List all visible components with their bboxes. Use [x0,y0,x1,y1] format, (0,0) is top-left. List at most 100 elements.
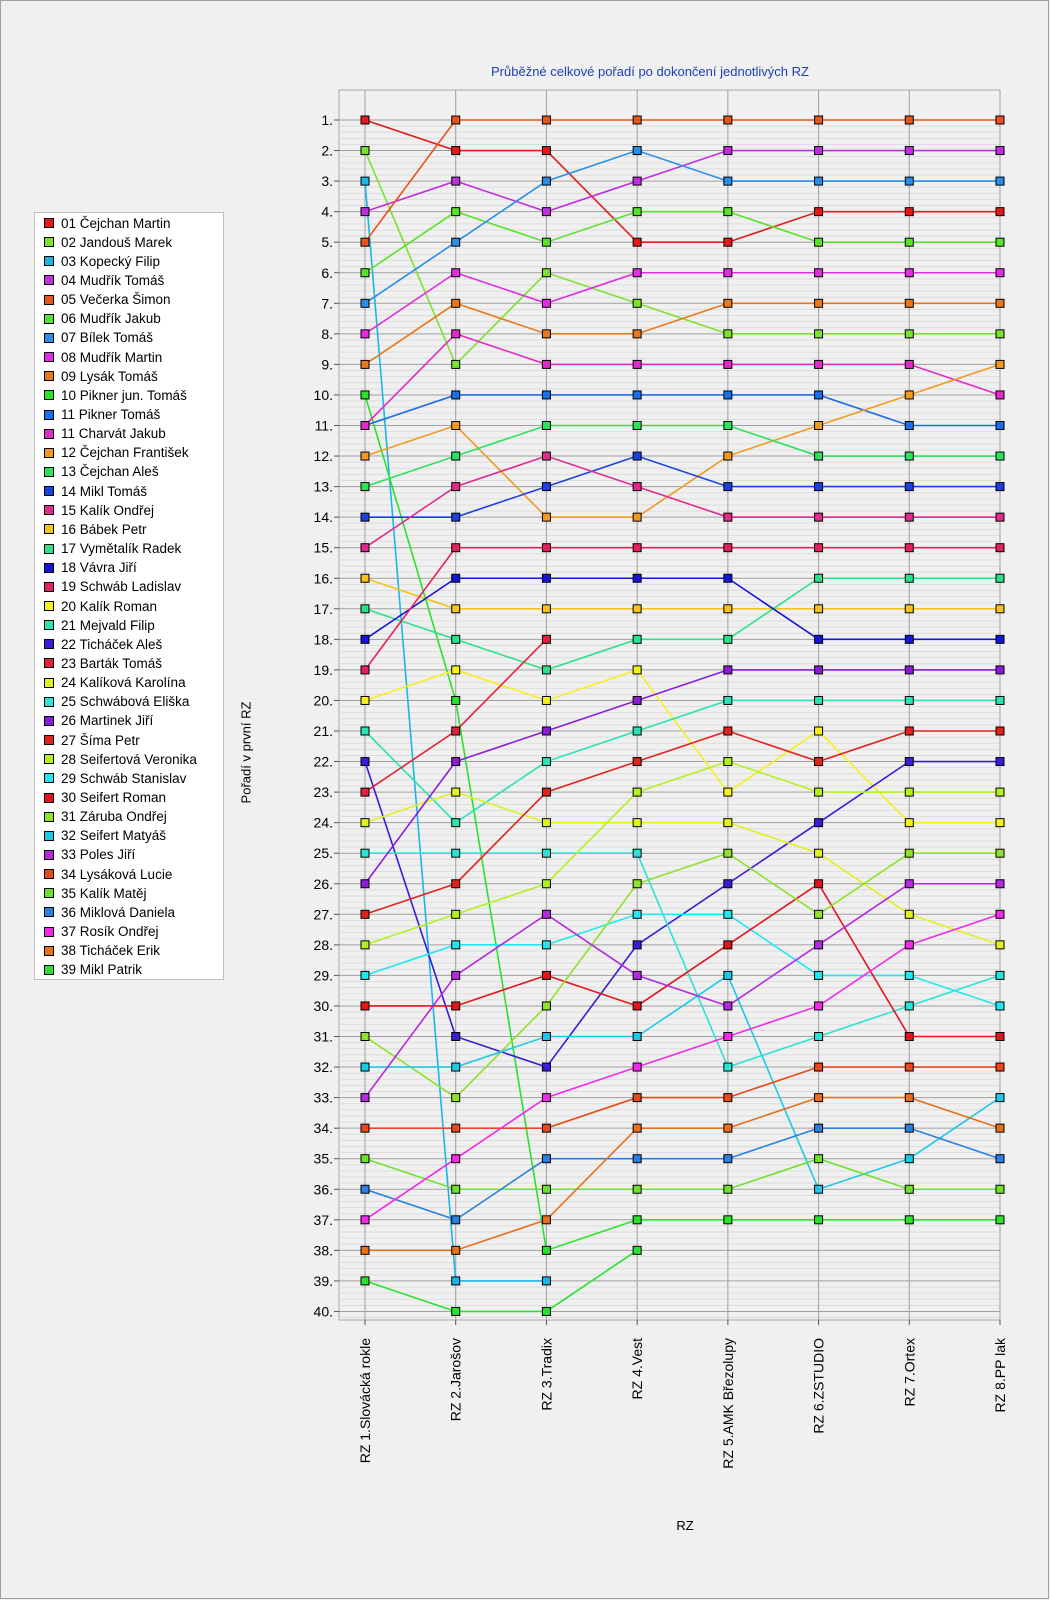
data-point [904,818,914,828]
data-point [904,146,914,156]
legend-label: 18 Vávra Jiří [61,560,137,576]
legend-label: 07 Bílek Tomáš [61,330,154,346]
data-point [904,451,914,461]
data-point [904,421,914,430]
data-point [904,879,914,889]
data-point [632,115,642,125]
y-tick-label: 4. [321,204,333,220]
y-tick-label: 3. [321,173,333,189]
y-tick-label: 15. [314,540,333,556]
data-point [360,482,370,492]
data-point [723,176,733,186]
data-point [632,1245,642,1255]
data-point [814,421,824,430]
legend-label: 05 Večerka Šimon [61,292,171,308]
data-point [904,329,914,339]
y-tick-label: 6. [321,265,333,281]
data-point [360,970,370,980]
data-point [451,176,461,186]
legend-item: 35 Kalík Matěj [41,884,147,902]
legend-label: 24 Kalíková Karolína [61,675,186,691]
series-line [365,1066,1000,1129]
data-point [541,604,551,614]
series-line [364,913,1001,1221]
legend-swatch [44,581,54,592]
y-tick-label: 29. [314,967,333,983]
data-point [360,573,370,583]
data-point [360,787,370,797]
legend-label: 13 Čejchan Aleš [61,464,159,480]
legend-item: 28 Seifertová Veronika [41,750,197,768]
data-point [723,207,733,217]
data-point [541,1062,551,1072]
legend-item: 10 Pikner jun. Tomáš [41,386,187,404]
data-point [632,329,642,339]
data-point [451,1032,461,1041]
data-point [632,298,642,308]
data-point [632,1154,642,1164]
y-tick-label: 16. [314,570,333,586]
data-point [451,665,461,675]
data-point [723,237,733,247]
data-point [723,115,733,125]
data-point [541,451,551,461]
series-line [364,119,1000,243]
data-point [451,115,461,125]
series-line [364,791,1001,946]
data-point [360,512,370,522]
data-point [451,1184,461,1194]
series-line [364,730,1000,916]
data-point [904,359,914,369]
data-point [904,207,914,217]
data-point [904,757,914,767]
legend-swatch [44,409,54,420]
data-point [632,207,642,217]
legend-swatch [44,486,54,497]
data-point [451,909,461,919]
legend-swatch [44,601,54,611]
legend-swatch [44,352,54,363]
legend-item: 32 Seifert Matyáš [41,827,166,845]
data-point [451,604,461,614]
legend-swatch [44,620,54,631]
series-line [364,913,1001,1007]
data-point [632,940,642,950]
series-line [364,271,1000,335]
legend-item: 29 Schwáb Stanislav [41,769,186,787]
data-point [904,787,914,797]
data-point [723,909,733,919]
data-point [814,634,824,644]
data-point [904,115,914,125]
data-point [814,390,824,400]
data-point [451,1215,461,1225]
legend-swatch [44,447,54,458]
data-point [723,1123,733,1133]
legend-swatch [44,926,54,937]
series-line [364,119,1000,243]
legend-item: 22 Ticháček Aleš [41,635,162,653]
legend-swatch [44,466,54,477]
data-point [995,543,1005,553]
series-line [364,577,1000,671]
data-point [814,482,824,492]
data-point [904,940,914,950]
data-point [904,726,914,736]
data-point [541,970,551,980]
data-point [904,634,914,644]
data-point [904,1123,914,1133]
legend-swatch [44,332,54,343]
legend-label: 27 Šíma Petr [61,732,140,748]
data-point [451,237,461,247]
y-tick-label: 12. [314,448,333,464]
data-point [904,604,914,614]
series-line [364,852,1000,1099]
data-point [360,726,370,736]
data-point [723,146,733,156]
data-point [632,909,642,919]
x-tick-label: RZ 4.Vest [629,1338,645,1400]
data-point [723,298,733,308]
data-point [723,970,733,980]
data-point [360,237,370,247]
series-line [364,760,1000,946]
